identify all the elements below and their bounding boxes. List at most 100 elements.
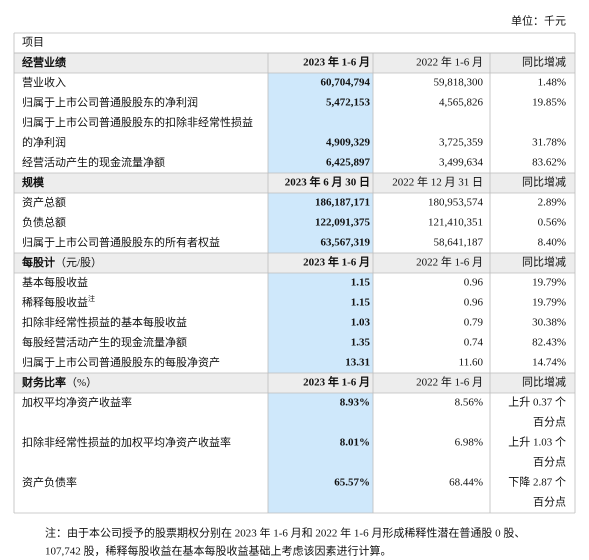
section-title: 经营业绩 xyxy=(22,55,66,69)
column-header: 同比增减 xyxy=(522,255,566,269)
column-header: 2023 年 1-6 月 xyxy=(303,55,370,69)
highlight xyxy=(268,273,373,293)
column-header: 2023 年 1-6 月 xyxy=(303,375,370,389)
highlight xyxy=(268,333,373,353)
section-unit: （元/股） xyxy=(55,256,102,269)
current-value: 8.93% xyxy=(340,397,370,409)
column-header: 2022 年 1-6 月 xyxy=(416,255,483,269)
change-value: 下降 2.87 个 xyxy=(508,475,566,489)
row-label: 归属于上市公司普通股股东的扣除非经常性损益 xyxy=(22,115,253,129)
current-value: 5,472,153 xyxy=(326,97,371,109)
row-label: 的净利润 xyxy=(22,135,66,149)
change-value: 19.79% xyxy=(532,277,566,289)
highlight xyxy=(268,473,373,513)
highlight xyxy=(268,393,373,433)
row-label-text: 扣除非经常性损益的加权平均净资产收益率 xyxy=(22,435,231,449)
section-title: 每股计 xyxy=(22,255,55,269)
change-value: 19.79% xyxy=(532,297,566,309)
previous-value: 0.96 xyxy=(464,297,484,309)
change-value: 百分点 xyxy=(533,416,566,429)
change-value: 14.74% xyxy=(532,357,566,369)
previous-value: 0.79 xyxy=(464,317,484,329)
row-label: 稀释每股收益注 xyxy=(22,294,95,309)
change-value: 30.38% xyxy=(532,317,566,329)
previous-value: 3,725,359 xyxy=(439,137,484,149)
previous-value: 8.56% xyxy=(455,397,483,409)
current-value: 186,187,171 xyxy=(315,197,370,209)
highlight xyxy=(268,233,373,253)
previous-value: 59,818,300 xyxy=(434,77,484,89)
highlight xyxy=(268,433,373,473)
row-label: 每股经营活动产生的现金流量净额 xyxy=(22,335,187,349)
row-label: 基本每股收益 xyxy=(22,275,88,289)
highlight xyxy=(268,113,373,153)
previous-value: 0.74 xyxy=(464,337,484,349)
previous-value: 11.60 xyxy=(459,357,484,369)
row-label-text: 归属于上市公司普通股股东的每股净资产 xyxy=(22,355,220,369)
section-header-bg xyxy=(14,253,575,273)
previous-value: 180,953,574 xyxy=(428,197,484,209)
change-value: 19.85% xyxy=(532,97,566,109)
current-value: 1.35 xyxy=(351,337,371,349)
row-label: 资产总额 xyxy=(22,195,66,209)
row-label-text: 负债总额 xyxy=(22,215,66,229)
column-header: 2022 年 1-6 月 xyxy=(416,375,483,389)
previous-value: 4,565,826 xyxy=(439,97,484,109)
row-label-text: 经营活动产生的现金流量净额 xyxy=(22,155,165,169)
section-header: 经营业绩 xyxy=(22,55,66,69)
row-label-text: 归属于上市公司普通股股东的净利润 xyxy=(22,95,198,109)
column-header: 2022 年 12 月 31 日 xyxy=(392,175,483,189)
change-value: 百分点 xyxy=(533,496,566,509)
highlight xyxy=(268,193,373,213)
footnote: 107,742 股，稀释每股收益在基本每股收益基础上考虑该因素进行计算。 xyxy=(45,544,392,558)
column-header: 2023 年 6 月 30 日 xyxy=(285,175,370,189)
row-label-text: 稀释每股收益 xyxy=(22,295,88,309)
row-label-text: 归属于上市公司普通股股东的所有者权益 xyxy=(22,235,220,249)
current-value: 1.15 xyxy=(351,297,371,309)
previous-value: 121,410,351 xyxy=(428,217,483,229)
row-label-text: 加权平均净资产收益率 xyxy=(22,395,132,409)
note-mark: 注 xyxy=(88,294,95,303)
change-value: 1.48% xyxy=(538,77,566,89)
change-value: 上升 0.37 个 xyxy=(508,396,566,409)
highlight xyxy=(268,313,373,333)
row-label: 营业收入 xyxy=(22,75,66,89)
highlight xyxy=(268,93,373,113)
current-value: 6,425,897 xyxy=(326,157,371,169)
footnote: 注：由于本公司授予的股票期权分别在 2023 年 1-6 月和 2022 年 1… xyxy=(45,526,525,540)
section-unit: （%） xyxy=(66,376,97,389)
highlight xyxy=(268,353,373,373)
row-label: 归属于上市公司普通股股东的所有者权益 xyxy=(22,235,220,249)
row-label-text: 营业收入 xyxy=(22,75,66,89)
row-label: 资产负债率 xyxy=(22,475,77,489)
previous-value: 0.96 xyxy=(464,277,484,289)
change-value: 82.43% xyxy=(532,337,566,349)
previous-value: 6.98% xyxy=(455,437,483,449)
change-value: 83.62% xyxy=(532,157,566,169)
current-value: 1.15 xyxy=(351,277,371,289)
row-label-text: 基本每股收益 xyxy=(22,275,88,289)
current-value: 8.01% xyxy=(340,437,370,449)
column-header: 同比增减 xyxy=(522,375,566,389)
previous-value: 3,499,634 xyxy=(439,157,484,169)
row-label: 扣除非经常性损益的加权平均净资产收益率 xyxy=(22,435,231,449)
current-value: 4,909,329 xyxy=(326,137,371,149)
unit-label: 单位：千元 xyxy=(511,14,566,28)
row-label: 扣除非经常性损益的基本每股收益 xyxy=(22,315,187,329)
row-label-text: 资产总额 xyxy=(22,195,66,209)
row-label-text: 资产负债率 xyxy=(22,475,77,489)
current-value: 122,091,375 xyxy=(315,217,371,229)
previous-value: 68.44% xyxy=(449,477,483,489)
column-header: 2023 年 1-6 月 xyxy=(303,255,370,269)
section-header-bg xyxy=(14,173,575,193)
change-value: 百分点 xyxy=(533,456,566,469)
highlight xyxy=(268,73,373,93)
section-header: 财务比率（%） xyxy=(21,375,97,389)
change-value: 0.56% xyxy=(538,217,566,229)
current-value: 65.57% xyxy=(334,477,370,489)
row-label: 负债总额 xyxy=(22,215,66,229)
highlight xyxy=(268,293,373,313)
column-header: 同比增减 xyxy=(522,175,566,189)
change-value: 8.40% xyxy=(538,237,566,249)
